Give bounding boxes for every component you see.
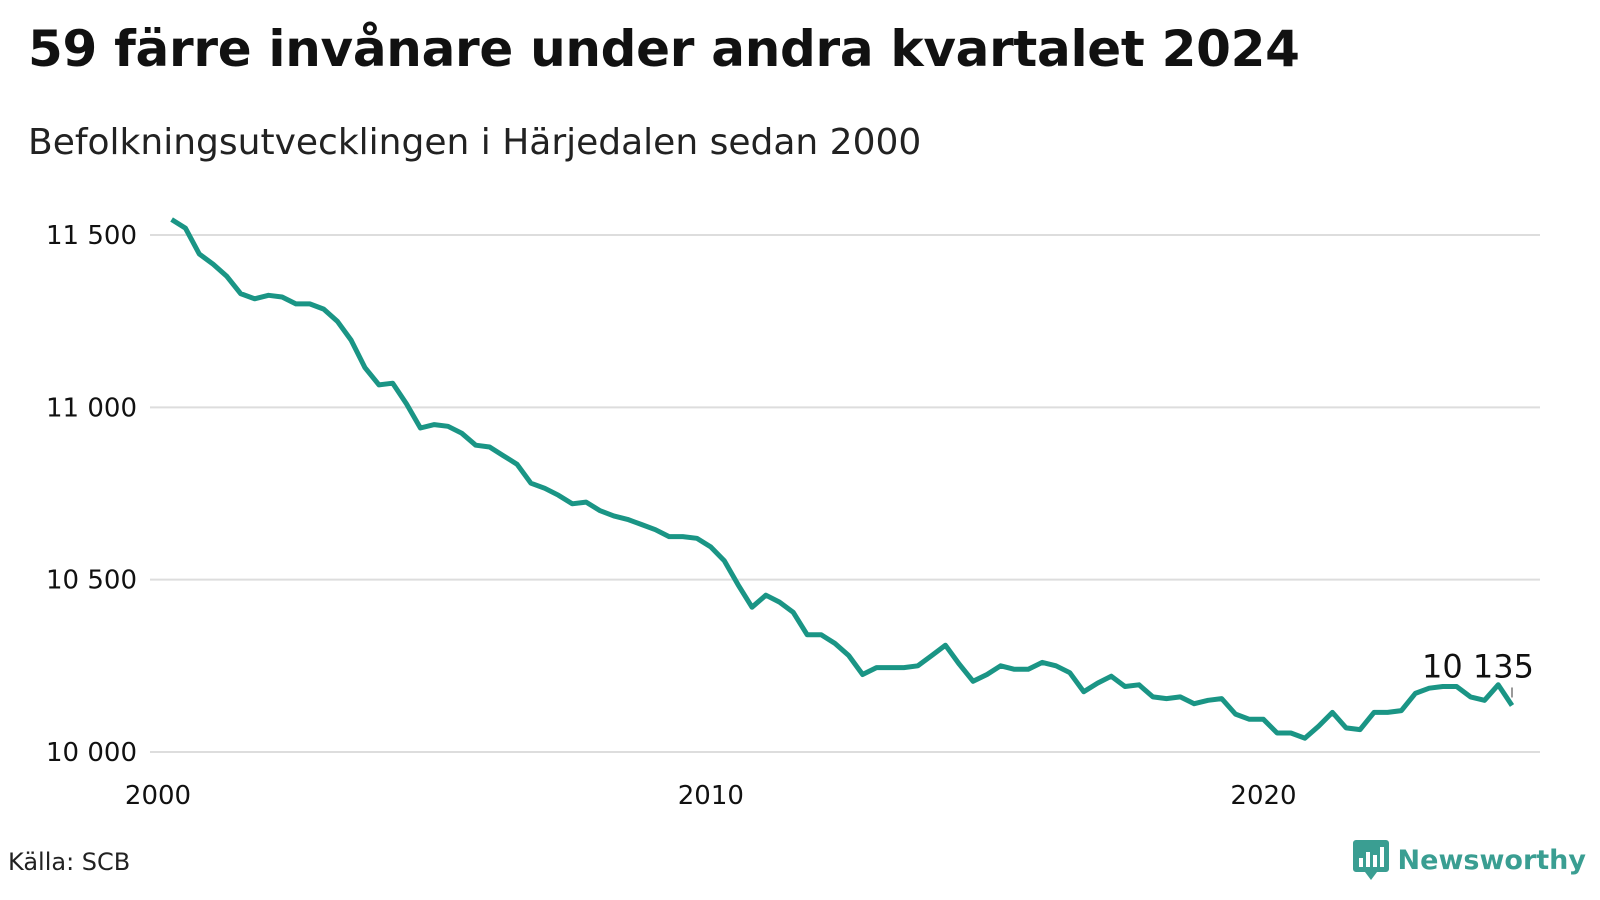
grid-lines <box>150 234 1540 753</box>
series-group <box>170 217 1515 741</box>
x-axis-tick-labels: 2000 2010 2020 <box>125 781 1297 811</box>
y-tick-label: 10 000 <box>46 738 137 768</box>
brand-name: Newsworthy <box>1397 844 1586 876</box>
x-tick-label: 2000 <box>125 781 191 811</box>
series-line <box>170 217 1515 741</box>
x-tick-label: 2020 <box>1230 781 1296 811</box>
brand-logo[interactable]: Newsworthy <box>1352 838 1586 882</box>
source-label: Källa: SCB <box>8 848 131 876</box>
chart-subtitle: Befolkningsutvecklingen i Härjedalen sed… <box>28 122 922 163</box>
end-value-label: 10 135 <box>1422 647 1534 685</box>
x-tick-label: 2010 <box>678 781 744 811</box>
newsworthy-logo-icon <box>1352 840 1389 880</box>
y-axis-tick-labels: 10 000 10 500 11 000 11 500 <box>46 221 137 768</box>
chart-title: 59 färre invånare under andra kvartalet … <box>28 20 1300 78</box>
annotation-group: 10 135 <box>1422 647 1534 698</box>
y-tick-label: 10 500 <box>46 566 137 596</box>
y-tick-label: 11 000 <box>46 393 137 423</box>
y-tick-label: 11 500 <box>46 221 137 251</box>
line-chart: 10 000 10 500 11 000 11 500 2000 2010 2020 10… <box>46 217 1540 811</box>
